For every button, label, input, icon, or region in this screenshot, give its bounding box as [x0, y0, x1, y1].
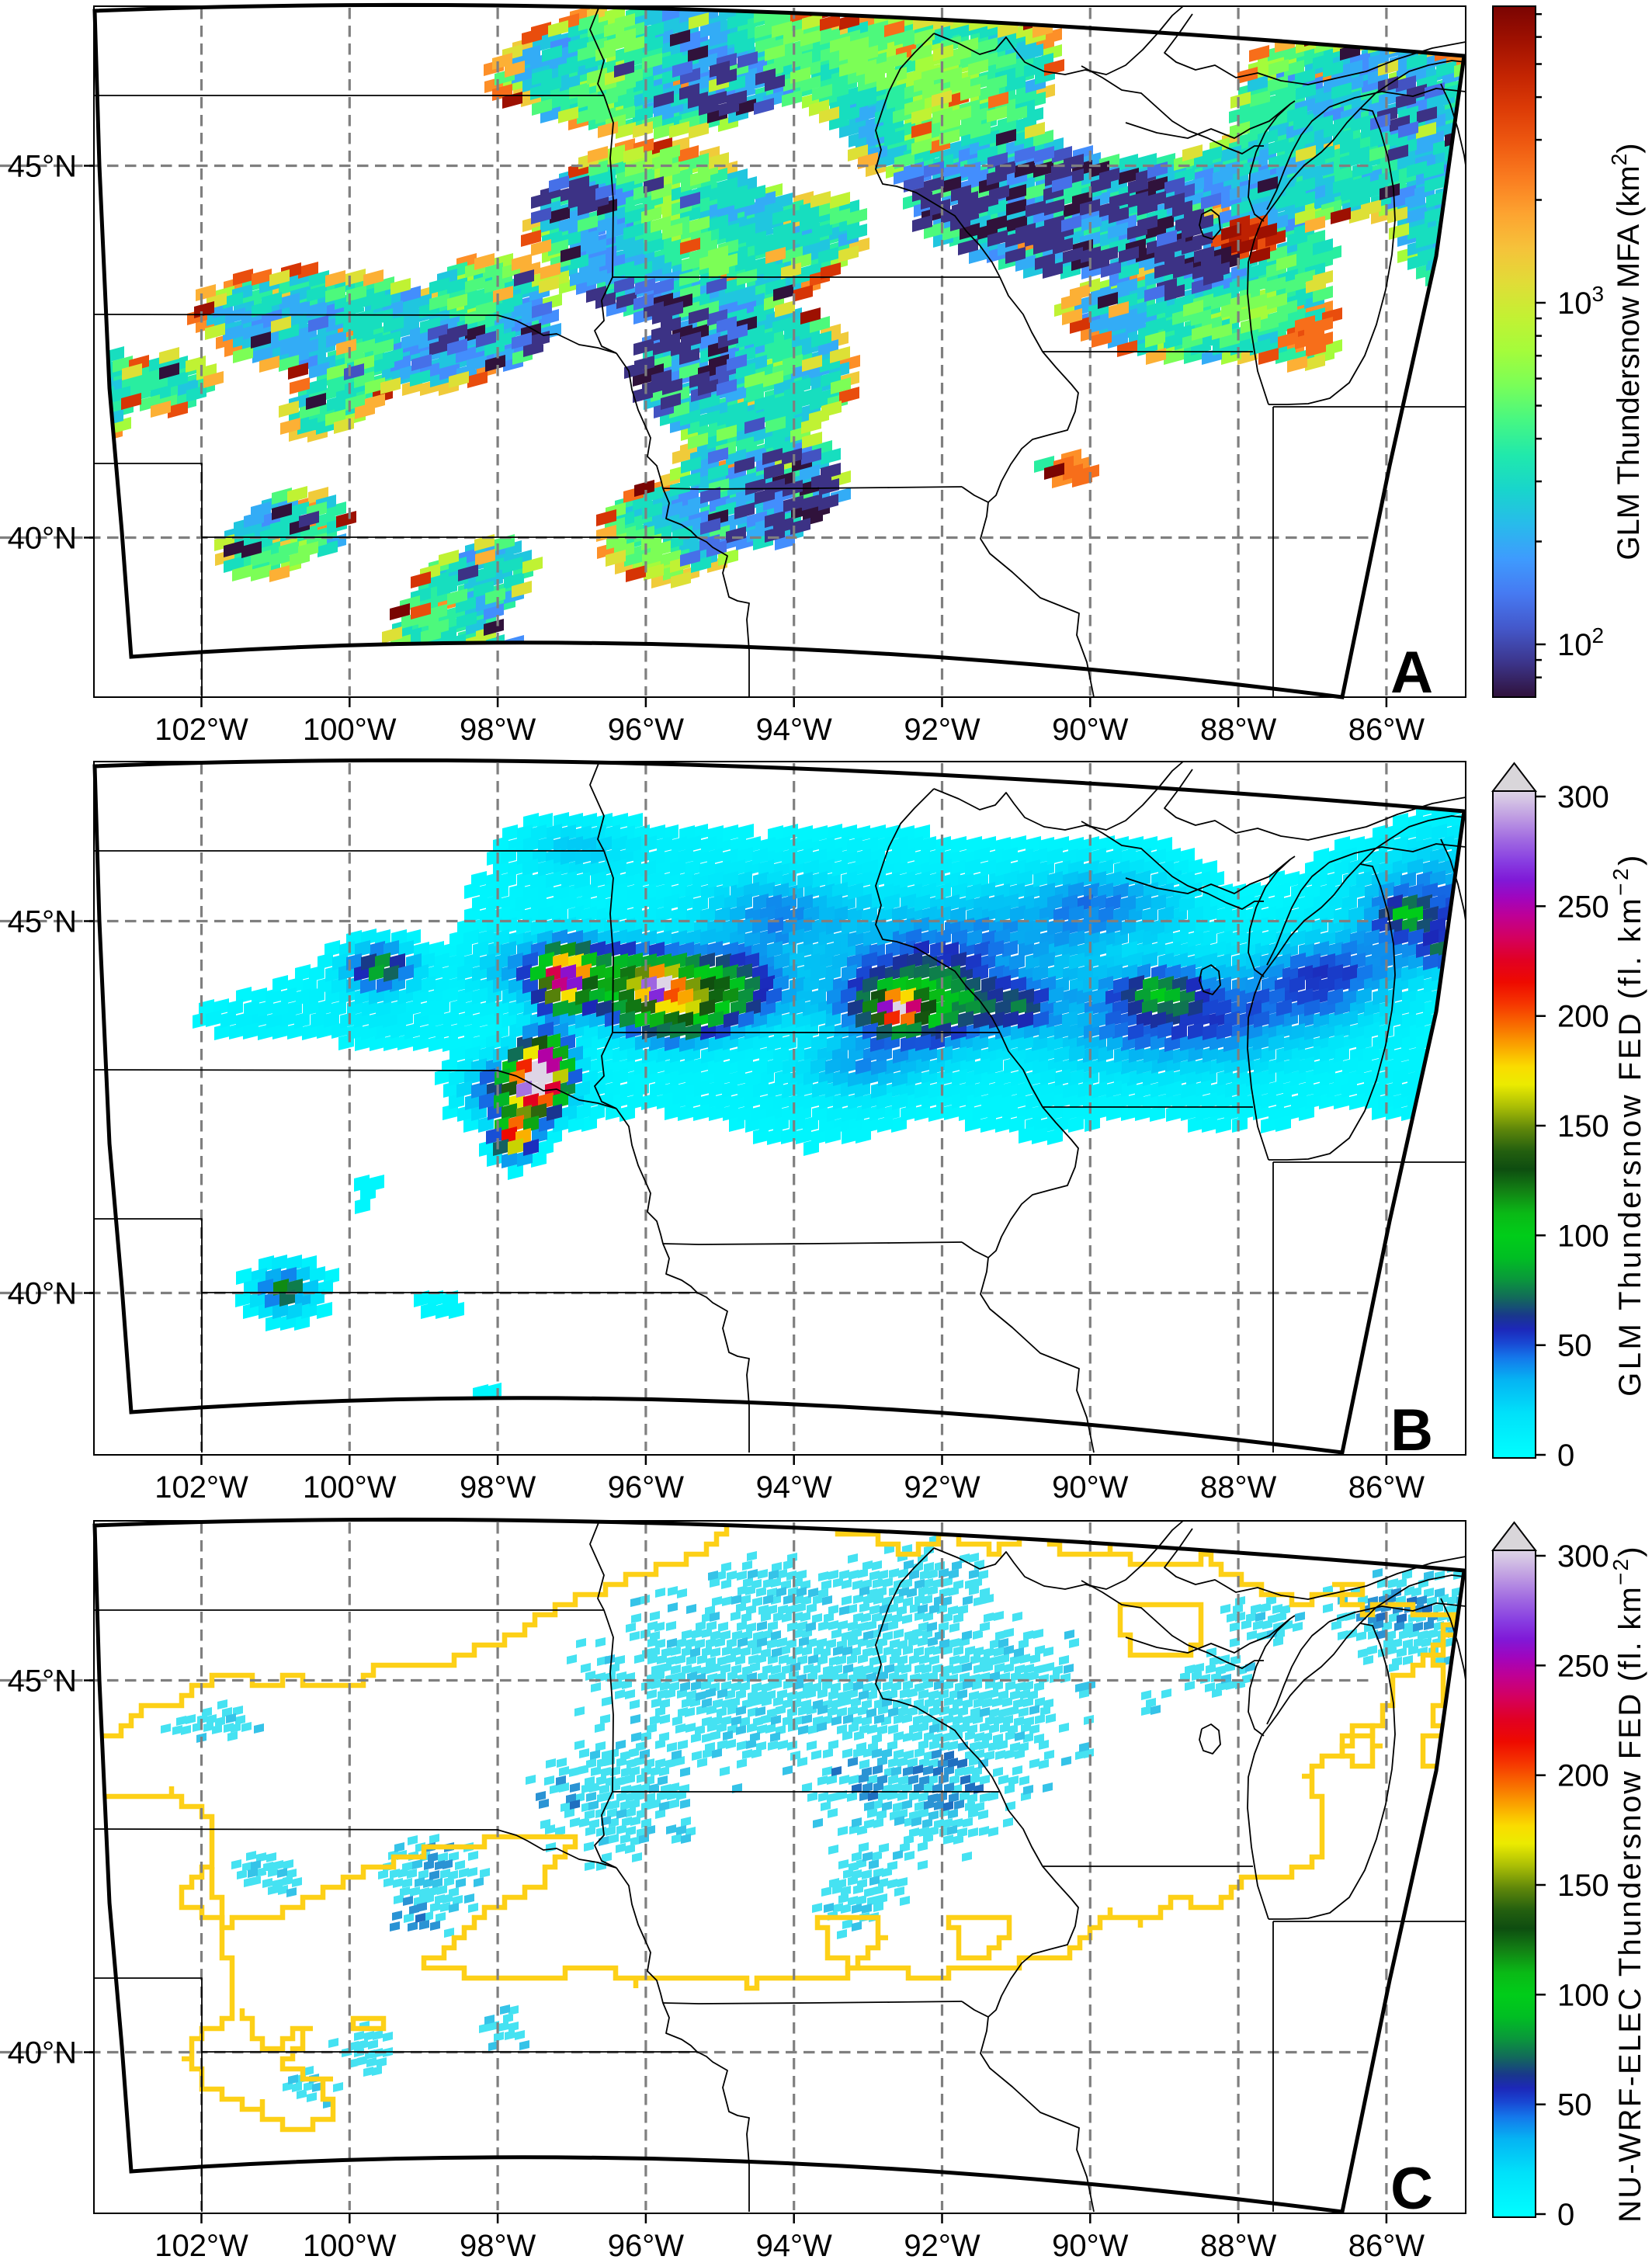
svg-text:50: 50 — [1557, 2088, 1592, 2122]
svg-text:96°W: 96°W — [608, 1470, 684, 1505]
svg-text:92°W: 92°W — [904, 1470, 980, 1505]
svg-text:90°W: 90°W — [1052, 1470, 1128, 1505]
svg-text:40°N: 40°N — [8, 1277, 77, 1311]
svg-text:86°W: 86°W — [1348, 2229, 1425, 2259]
svg-text:250: 250 — [1557, 1649, 1609, 1683]
svg-text:200: 200 — [1557, 1759, 1609, 1793]
svg-text:40°N: 40°N — [8, 2036, 77, 2070]
svg-text:300: 300 — [1557, 1539, 1609, 1574]
svg-text:94°W: 94°W — [756, 1470, 832, 1505]
svg-text:100°W: 100°W — [303, 713, 397, 747]
svg-text:96°W: 96°W — [608, 2229, 684, 2259]
svg-text:98°W: 98°W — [460, 713, 536, 747]
svg-text:GLM Thundersnow FED (fl. km−2): GLM Thundersnow FED (fl. km−2) — [1609, 852, 1647, 1397]
svg-text:88°W: 88°W — [1200, 2229, 1276, 2259]
svg-text:100°W: 100°W — [303, 1470, 397, 1505]
svg-text:40°N: 40°N — [8, 522, 77, 556]
svg-text:90°W: 90°W — [1052, 713, 1128, 747]
svg-text:45°N: 45°N — [8, 150, 77, 184]
svg-text:94°W: 94°W — [756, 713, 832, 747]
svg-text:150: 150 — [1557, 1869, 1609, 1903]
svg-text:45°N: 45°N — [8, 1664, 77, 1699]
svg-text:0: 0 — [1557, 1439, 1574, 1473]
svg-text:98°W: 98°W — [460, 1470, 536, 1505]
svg-text:0: 0 — [1557, 2198, 1574, 2232]
svg-text:96°W: 96°W — [608, 713, 684, 747]
svg-text:94°W: 94°W — [756, 2229, 832, 2259]
svg-text:200: 200 — [1557, 1000, 1609, 1034]
svg-text:90°W: 90°W — [1052, 2229, 1128, 2259]
svg-text:100: 100 — [1557, 1978, 1609, 2012]
svg-text:B: B — [1390, 1397, 1433, 1463]
svg-text:A: A — [1390, 640, 1433, 706]
svg-text:88°W: 88°W — [1200, 713, 1276, 747]
svg-text:100°W: 100°W — [303, 2229, 397, 2259]
svg-text:102°W: 102°W — [154, 1470, 248, 1505]
svg-text:45°N: 45°N — [8, 905, 77, 939]
svg-text:300: 300 — [1557, 780, 1609, 814]
svg-text:92°W: 92°W — [904, 2229, 980, 2259]
svg-text:88°W: 88°W — [1200, 1470, 1276, 1505]
svg-text:98°W: 98°W — [460, 2229, 536, 2259]
svg-text:GLM Thundersnow MFA (km2): GLM Thundersnow MFA (km2) — [1607, 143, 1646, 560]
svg-text:102°W: 102°W — [154, 713, 248, 747]
svg-text:86°W: 86°W — [1348, 1470, 1425, 1505]
svg-text:NU-WRF-ELEC Thundersnow FED (f: NU-WRF-ELEC Thundersnow FED (fl. km−2) — [1609, 1545, 1647, 2223]
svg-text:150: 150 — [1557, 1109, 1609, 1144]
svg-text:86°W: 86°W — [1348, 713, 1425, 747]
svg-text:C: C — [1390, 2156, 1433, 2222]
svg-text:102°W: 102°W — [154, 2229, 248, 2259]
svg-text:50: 50 — [1557, 1329, 1592, 1363]
svg-text:100: 100 — [1557, 1219, 1609, 1253]
svg-text:92°W: 92°W — [904, 713, 980, 747]
svg-text:250: 250 — [1557, 890, 1609, 924]
